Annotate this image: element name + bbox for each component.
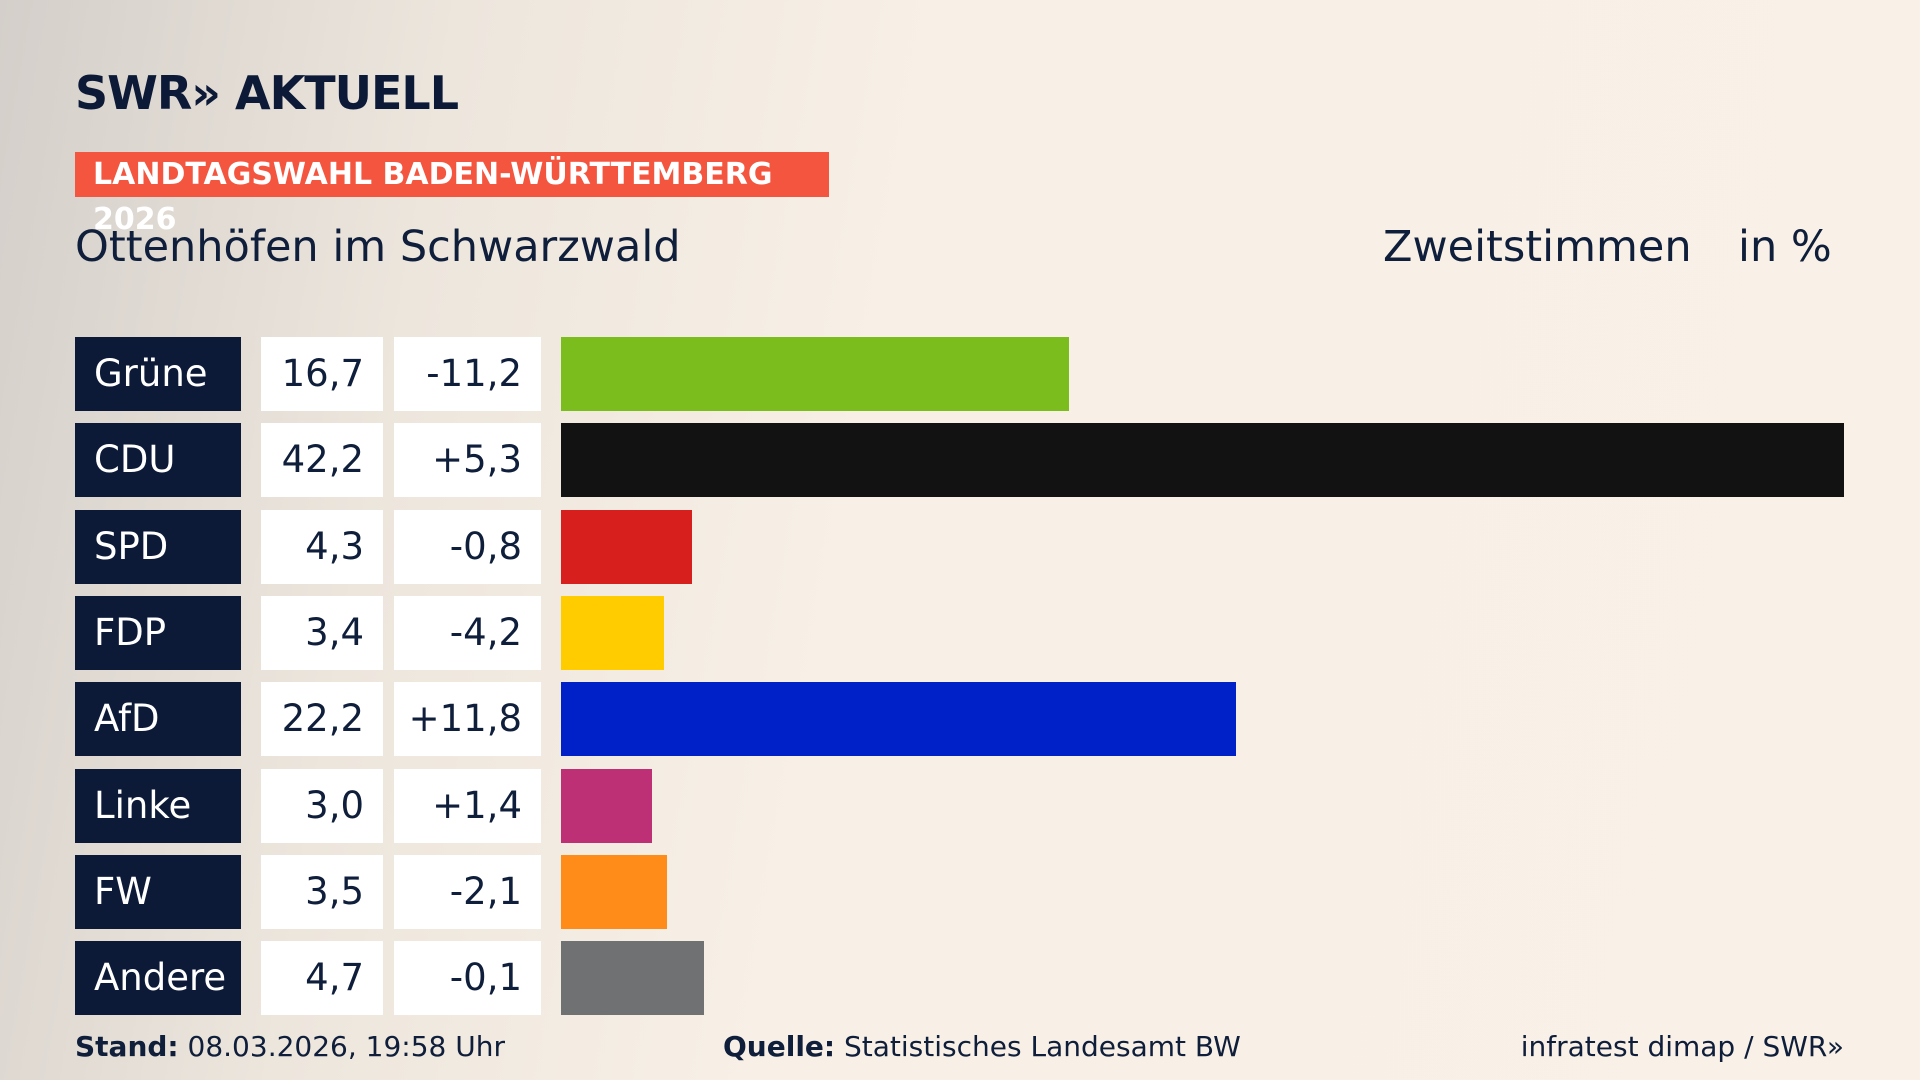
source: Quelle: Statistisches Landesamt BW	[723, 1030, 1241, 1063]
change-label: -2,1	[394, 854, 541, 929]
change-label: -4,2	[394, 595, 541, 670]
logo: SWR» AKTUELL	[75, 66, 459, 120]
party-label: Grüne	[75, 337, 241, 411]
bar	[561, 337, 1069, 411]
date: Stand: 08.03.2026, 19:58 Uhr	[75, 1030, 505, 1063]
credit: infratest dimap / SWR»	[1520, 1030, 1844, 1063]
bar	[561, 682, 1236, 757]
party-label: Andere	[75, 941, 241, 1016]
bar	[561, 941, 704, 1016]
change-label: -0,8	[394, 509, 541, 584]
party-label: CDU	[75, 423, 241, 498]
bar	[561, 854, 668, 929]
change-label: -11,2	[394, 337, 541, 411]
party-label: FW	[75, 854, 241, 929]
value-label: 3,5	[261, 854, 383, 929]
bar	[561, 768, 653, 843]
change-label: -0,1	[394, 941, 541, 1016]
bar	[561, 509, 692, 584]
party-label: Linke	[75, 768, 241, 843]
change-label: +11,8	[394, 682, 541, 757]
value-label: 3,4	[261, 595, 383, 670]
change-label: +5,3	[394, 423, 541, 498]
value-label: 42,2	[261, 423, 383, 498]
party-label: FDP	[75, 595, 241, 670]
chart-title: Ottenhöfen im Schwarzwald	[75, 222, 681, 272]
value-label: 3,0	[261, 768, 383, 843]
source-label: Quelle:	[723, 1030, 836, 1063]
party-label: SPD	[75, 509, 241, 584]
date-label: Stand:	[75, 1030, 179, 1063]
value-label: 16,7	[261, 337, 383, 411]
bar	[561, 423, 1844, 498]
value-label: 22,2	[261, 682, 383, 757]
change-label: +1,4	[394, 768, 541, 843]
value-label: 4,7	[261, 941, 383, 1016]
value-label: 4,3	[261, 509, 383, 584]
bar	[561, 595, 665, 670]
source-value: Statistisches Landesamt BW	[844, 1030, 1241, 1063]
party-label: AfD	[75, 682, 241, 757]
unit: in %	[1738, 222, 1832, 272]
date-value: 08.03.2026, 19:58 Uhr	[187, 1030, 505, 1063]
badge: LANDTAGSWAHL BADEN-WÜRTTEMBERG 2026	[75, 152, 829, 237]
chart-subtitle: Zweitstimmen	[1383, 222, 1692, 272]
